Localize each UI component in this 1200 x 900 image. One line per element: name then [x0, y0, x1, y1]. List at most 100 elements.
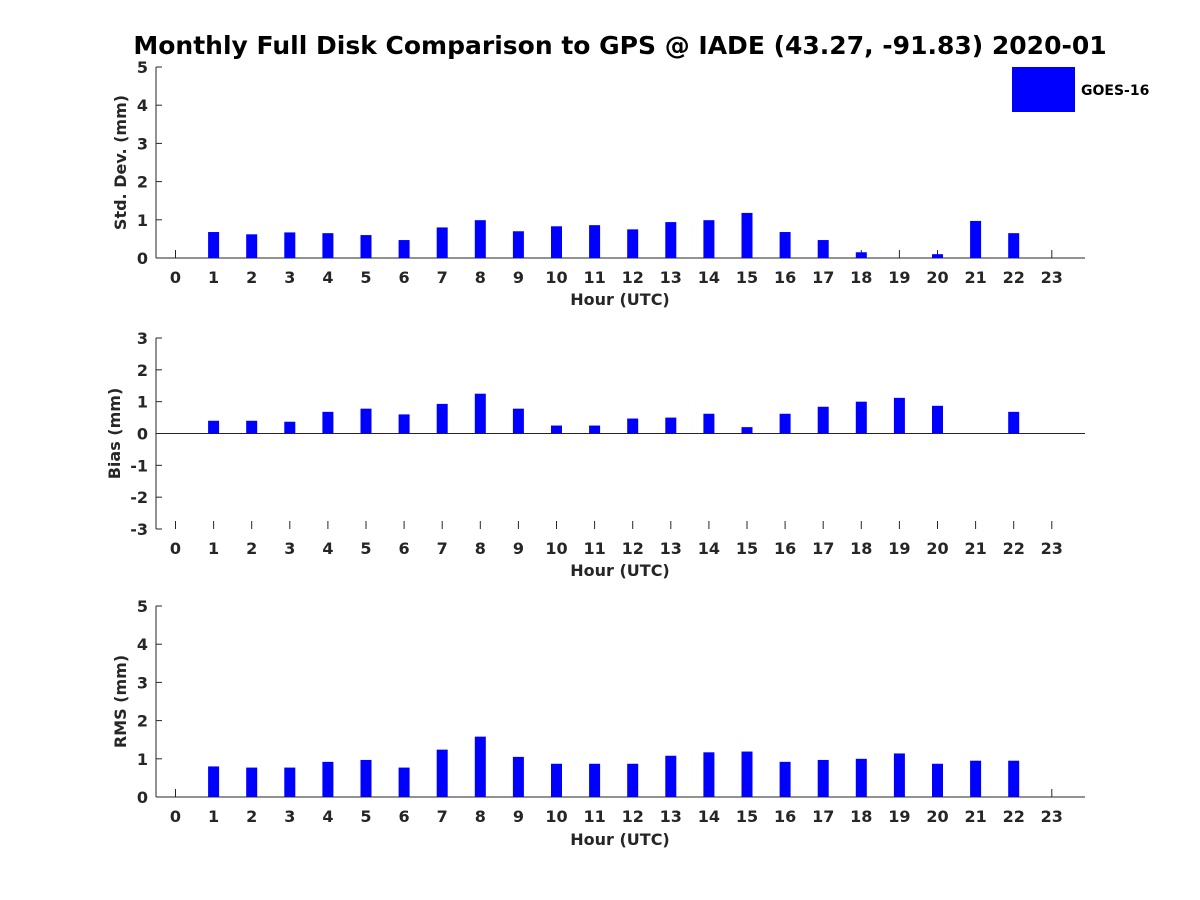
y-tick-label: -2 [130, 488, 148, 507]
x-tick-label: 18 [850, 268, 872, 287]
bar-hour-20 [932, 405, 943, 434]
bar-hour-15 [741, 427, 753, 434]
bar-hour-20 [932, 763, 943, 797]
bar-hour-1 [208, 766, 220, 797]
bar-hour-19 [893, 397, 905, 434]
x-axis-label: Hour (UTC) [570, 290, 670, 309]
x-tick-label: 20 [926, 539, 948, 558]
bar-hour-19 [893, 753, 905, 797]
x-tick-label: 4 [322, 539, 333, 558]
x-tick-label: 3 [284, 268, 295, 287]
x-tick-label: 6 [399, 539, 410, 558]
bar-hour-18 [855, 252, 867, 258]
x-tick-label: 10 [545, 539, 567, 558]
y-tick-label: -3 [130, 520, 148, 539]
x-tick-label: 0 [170, 539, 181, 558]
x-tick-label: 9 [513, 807, 524, 826]
bar-hour-8 [474, 220, 486, 258]
bar-hour-1 [208, 232, 220, 258]
x-tick-label: 4 [322, 268, 333, 287]
x-tick-label: 16 [774, 807, 796, 826]
x-tick-label: 6 [399, 807, 410, 826]
bar-hour-16 [779, 761, 791, 797]
legend-label: GOES-16 [1081, 83, 1149, 99]
x-tick-label: 1 [208, 807, 219, 826]
y-tick-label: 3 [137, 134, 148, 153]
y-tick-label: 1 [137, 750, 148, 769]
y-tick-label: 2 [137, 173, 148, 192]
x-tick-label: 13 [660, 807, 682, 826]
y-tick-label: 2 [137, 361, 148, 380]
x-tick-label: 6 [399, 268, 410, 287]
x-tick-label: 21 [964, 268, 986, 287]
x-tick-label: 12 [622, 539, 644, 558]
x-tick-label: 5 [360, 807, 371, 826]
x-tick-label: 16 [774, 539, 796, 558]
bar-hour-4 [322, 411, 334, 434]
bar-hour-11 [589, 225, 601, 258]
bar-hour-14 [703, 220, 715, 258]
y-tick-label: 3 [137, 673, 148, 692]
x-tick-label: 17 [812, 539, 834, 558]
x-tick-label: 3 [284, 539, 295, 558]
x-tick-label: 2 [246, 268, 257, 287]
x-tick-label: 12 [622, 807, 644, 826]
x-tick-label: 19 [888, 807, 910, 826]
x-tick-label: 3 [284, 807, 295, 826]
bar-hour-16 [779, 413, 791, 434]
x-tick-label: 4 [322, 807, 333, 826]
y-tick-label: 0 [137, 249, 148, 268]
bar-hour-17 [817, 240, 829, 258]
x-axis-label: Hour (UTC) [570, 561, 670, 580]
x-tick-label: 15 [736, 539, 758, 558]
bar-hour-9 [512, 756, 524, 797]
x-tick-label: 20 [926, 807, 948, 826]
x-tick-label: 13 [660, 539, 682, 558]
x-tick-label: 19 [888, 539, 910, 558]
bar-hour-10 [551, 226, 562, 258]
x-axis-label: Hour (UTC) [570, 830, 670, 849]
x-tick-label: 22 [1003, 807, 1025, 826]
bar-hour-4 [322, 761, 334, 797]
x-tick-label: 17 [812, 268, 834, 287]
y-tick-label: 1 [137, 211, 148, 230]
x-tick-label: 18 [850, 539, 872, 558]
chart-title: Monthly Full Disk Comparison to GPS @ IA… [133, 31, 1106, 60]
bar-hour-9 [512, 408, 524, 434]
x-tick-label: 23 [1041, 539, 1063, 558]
x-tick-label: 7 [437, 539, 448, 558]
bar-hour-10 [551, 425, 562, 434]
x-tick-label: 22 [1003, 268, 1025, 287]
x-tick-label: 11 [583, 268, 605, 287]
y-axis-label: RMS (mm) [111, 655, 130, 748]
bar-hour-8 [474, 736, 486, 797]
x-tick-label: 13 [660, 268, 682, 287]
x-tick-label: 15 [736, 807, 758, 826]
y-tick-label: 1 [137, 393, 148, 412]
bar-hour-7 [436, 227, 448, 258]
x-tick-label: 5 [360, 539, 371, 558]
bar-hour-13 [665, 755, 677, 797]
x-tick-label: 23 [1041, 807, 1063, 826]
bar-hour-12 [627, 763, 639, 797]
bar-hour-13 [665, 222, 677, 258]
x-tick-label: 7 [437, 807, 448, 826]
x-tick-label: 16 [774, 268, 796, 287]
y-tick-label: 4 [137, 635, 148, 654]
legend: GOES-16 [1012, 67, 1149, 112]
bar-hour-13 [665, 417, 677, 434]
bar-hour-14 [703, 413, 715, 434]
bar-hour-1 [208, 420, 220, 434]
bar-hour-6 [398, 240, 410, 258]
bar-hour-12 [627, 418, 639, 434]
x-tick-label: 11 [583, 539, 605, 558]
x-tick-label: 12 [622, 268, 644, 287]
bar-hour-3 [284, 232, 296, 258]
x-tick-label: 5 [360, 268, 371, 287]
bar-hour-8 [474, 393, 486, 434]
legend-swatch [1012, 67, 1075, 112]
bar-hour-2 [246, 767, 258, 797]
x-tick-label: 21 [964, 807, 986, 826]
